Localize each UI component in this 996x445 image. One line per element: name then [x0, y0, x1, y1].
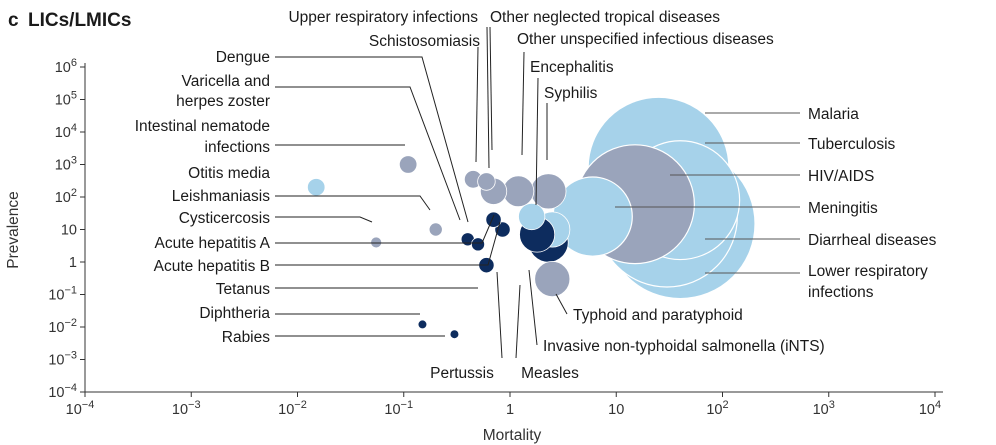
- leader-line-varicella: [275, 86, 461, 221]
- title-layer: c LICs/LMICs Mortality Prevalence: [5, 10, 542, 444]
- y-tick-label: 10−2: [48, 317, 77, 336]
- bubble-acute-hepatitis-b: [485, 211, 502, 228]
- leader-line-typhoid: [555, 293, 568, 315]
- label-cystic: Cysticercosis: [179, 210, 271, 227]
- label-diarrheal: Diarrheal diseases: [808, 232, 937, 249]
- bubble-varicella-and-herpes-zoster: [471, 237, 486, 252]
- label-hepB: Acute hepatitis B: [154, 258, 270, 275]
- x-axis-title: Mortality: [483, 427, 542, 444]
- label-dengue: Dengue: [216, 49, 270, 66]
- x-tick-label: 10−2: [278, 399, 307, 418]
- chart-title: LICs/LMICs: [28, 10, 131, 31]
- x-tick-label: 104: [919, 399, 941, 418]
- label-measles: Measles: [521, 365, 579, 382]
- bubble-cysticercosis: [370, 236, 383, 249]
- label-rabies: Rabies: [222, 329, 270, 346]
- bubble-diphtheria: [417, 319, 428, 330]
- label-nematode: Intestinal nematode infections: [135, 118, 271, 156]
- x-tick-label: 1: [506, 402, 514, 418]
- leader-line-layer: [275, 26, 800, 359]
- y-axis-title: Prevalence: [5, 191, 22, 269]
- label-malaria: Malaria: [808, 106, 859, 123]
- label-schisto: Schistosomiasis: [369, 33, 480, 50]
- y-tick-label: 106: [55, 57, 77, 76]
- label-hepA: Acute hepatitis A: [155, 235, 271, 252]
- y-tick-label: 105: [55, 90, 77, 109]
- bubble-intestinal-nematode-infections: [398, 155, 418, 174]
- y-tick-label: 10−4: [48, 382, 77, 401]
- label-leish: Leishmaniasis: [172, 188, 270, 205]
- bubble-otitis-media: [307, 178, 326, 197]
- leader-line-ontd: [489, 26, 493, 151]
- label-upper: Upper respiratory infections: [288, 9, 478, 26]
- leader-line-measles: [515, 284, 521, 359]
- label-tetanus: Tetanus: [216, 281, 271, 298]
- leader-line-ouid: [521, 51, 525, 156]
- y-tick-label: 102: [55, 187, 77, 206]
- label-syphilis: Syphilis: [544, 85, 598, 102]
- bubble-leishmaniasis: [428, 222, 443, 237]
- y-tick-label: 10−1: [48, 285, 77, 304]
- x-tick-label: 10: [608, 402, 624, 418]
- leader-line-enceph: [535, 77, 539, 206]
- label-otitis: Otitis media: [188, 165, 270, 182]
- leader-line-hepB: [275, 221, 501, 266]
- bubble-encephalitis: [502, 175, 535, 208]
- bubble-typhoid-and-paratyphoid: [534, 260, 571, 297]
- y-tick-label: 1: [69, 255, 77, 271]
- leader-line-dengue: [275, 56, 469, 223]
- leader-line-pertussis: [496, 271, 503, 359]
- axes-layer: 10−4 10−3 10−2 10−1 1 10 102 103 104 10−4 10−3 10−2…: [48, 57, 943, 418]
- x-tick-label: 10−1: [384, 399, 413, 418]
- label-pertussis: Pertussis: [430, 365, 494, 382]
- leader-line-leish: [275, 195, 431, 211]
- label-ints: Invasive non-typhoidal salmonella (iNTS): [543, 338, 825, 355]
- leader-line-ints: [528, 269, 538, 346]
- leader-line-hepA: [275, 214, 495, 244]
- x-tick-label: 102: [706, 399, 728, 418]
- leader-line-cystic: [275, 216, 373, 223]
- leader-line-schisto: [475, 46, 479, 163]
- y-tick-label: 10−3: [48, 350, 77, 369]
- label-ontd: Other neglected tropical diseases: [490, 9, 720, 26]
- leader-line-upper: [486, 26, 490, 169]
- label-lri: Lower respiratory infections: [808, 263, 928, 301]
- label-typhoid: Typhoid and paratyphoid: [573, 307, 743, 324]
- label-layer: Upper respiratory infections Other neglec…: [135, 9, 937, 382]
- x-tick-label: 10−3: [172, 399, 201, 418]
- y-tick-label: 10: [61, 223, 77, 239]
- label-diphtheria: Diphtheria: [199, 305, 270, 322]
- y-tick-label: 103: [55, 155, 77, 174]
- label-ouid: Other unspecified infectious diseases: [517, 31, 774, 48]
- x-tick-label: 103: [813, 399, 835, 418]
- label-varicella: Varicella and herpes zoster: [176, 73, 270, 110]
- y-tick-label: 104: [55, 122, 77, 141]
- panel-letter: c: [8, 10, 19, 31]
- x-tick-label: 10−4: [66, 399, 95, 418]
- bubble-pertussis: [518, 202, 546, 231]
- label-tb: Tuberculosis: [808, 136, 896, 153]
- label-enceph: Encephalitis: [530, 59, 614, 76]
- bubble-rabies: [449, 329, 460, 340]
- label-hiv: HIV/AIDS: [808, 168, 874, 185]
- bubble-layer: [307, 96, 756, 340]
- bubble-schistosomiasis: [477, 172, 496, 191]
- label-mening: Meningitis: [808, 200, 878, 217]
